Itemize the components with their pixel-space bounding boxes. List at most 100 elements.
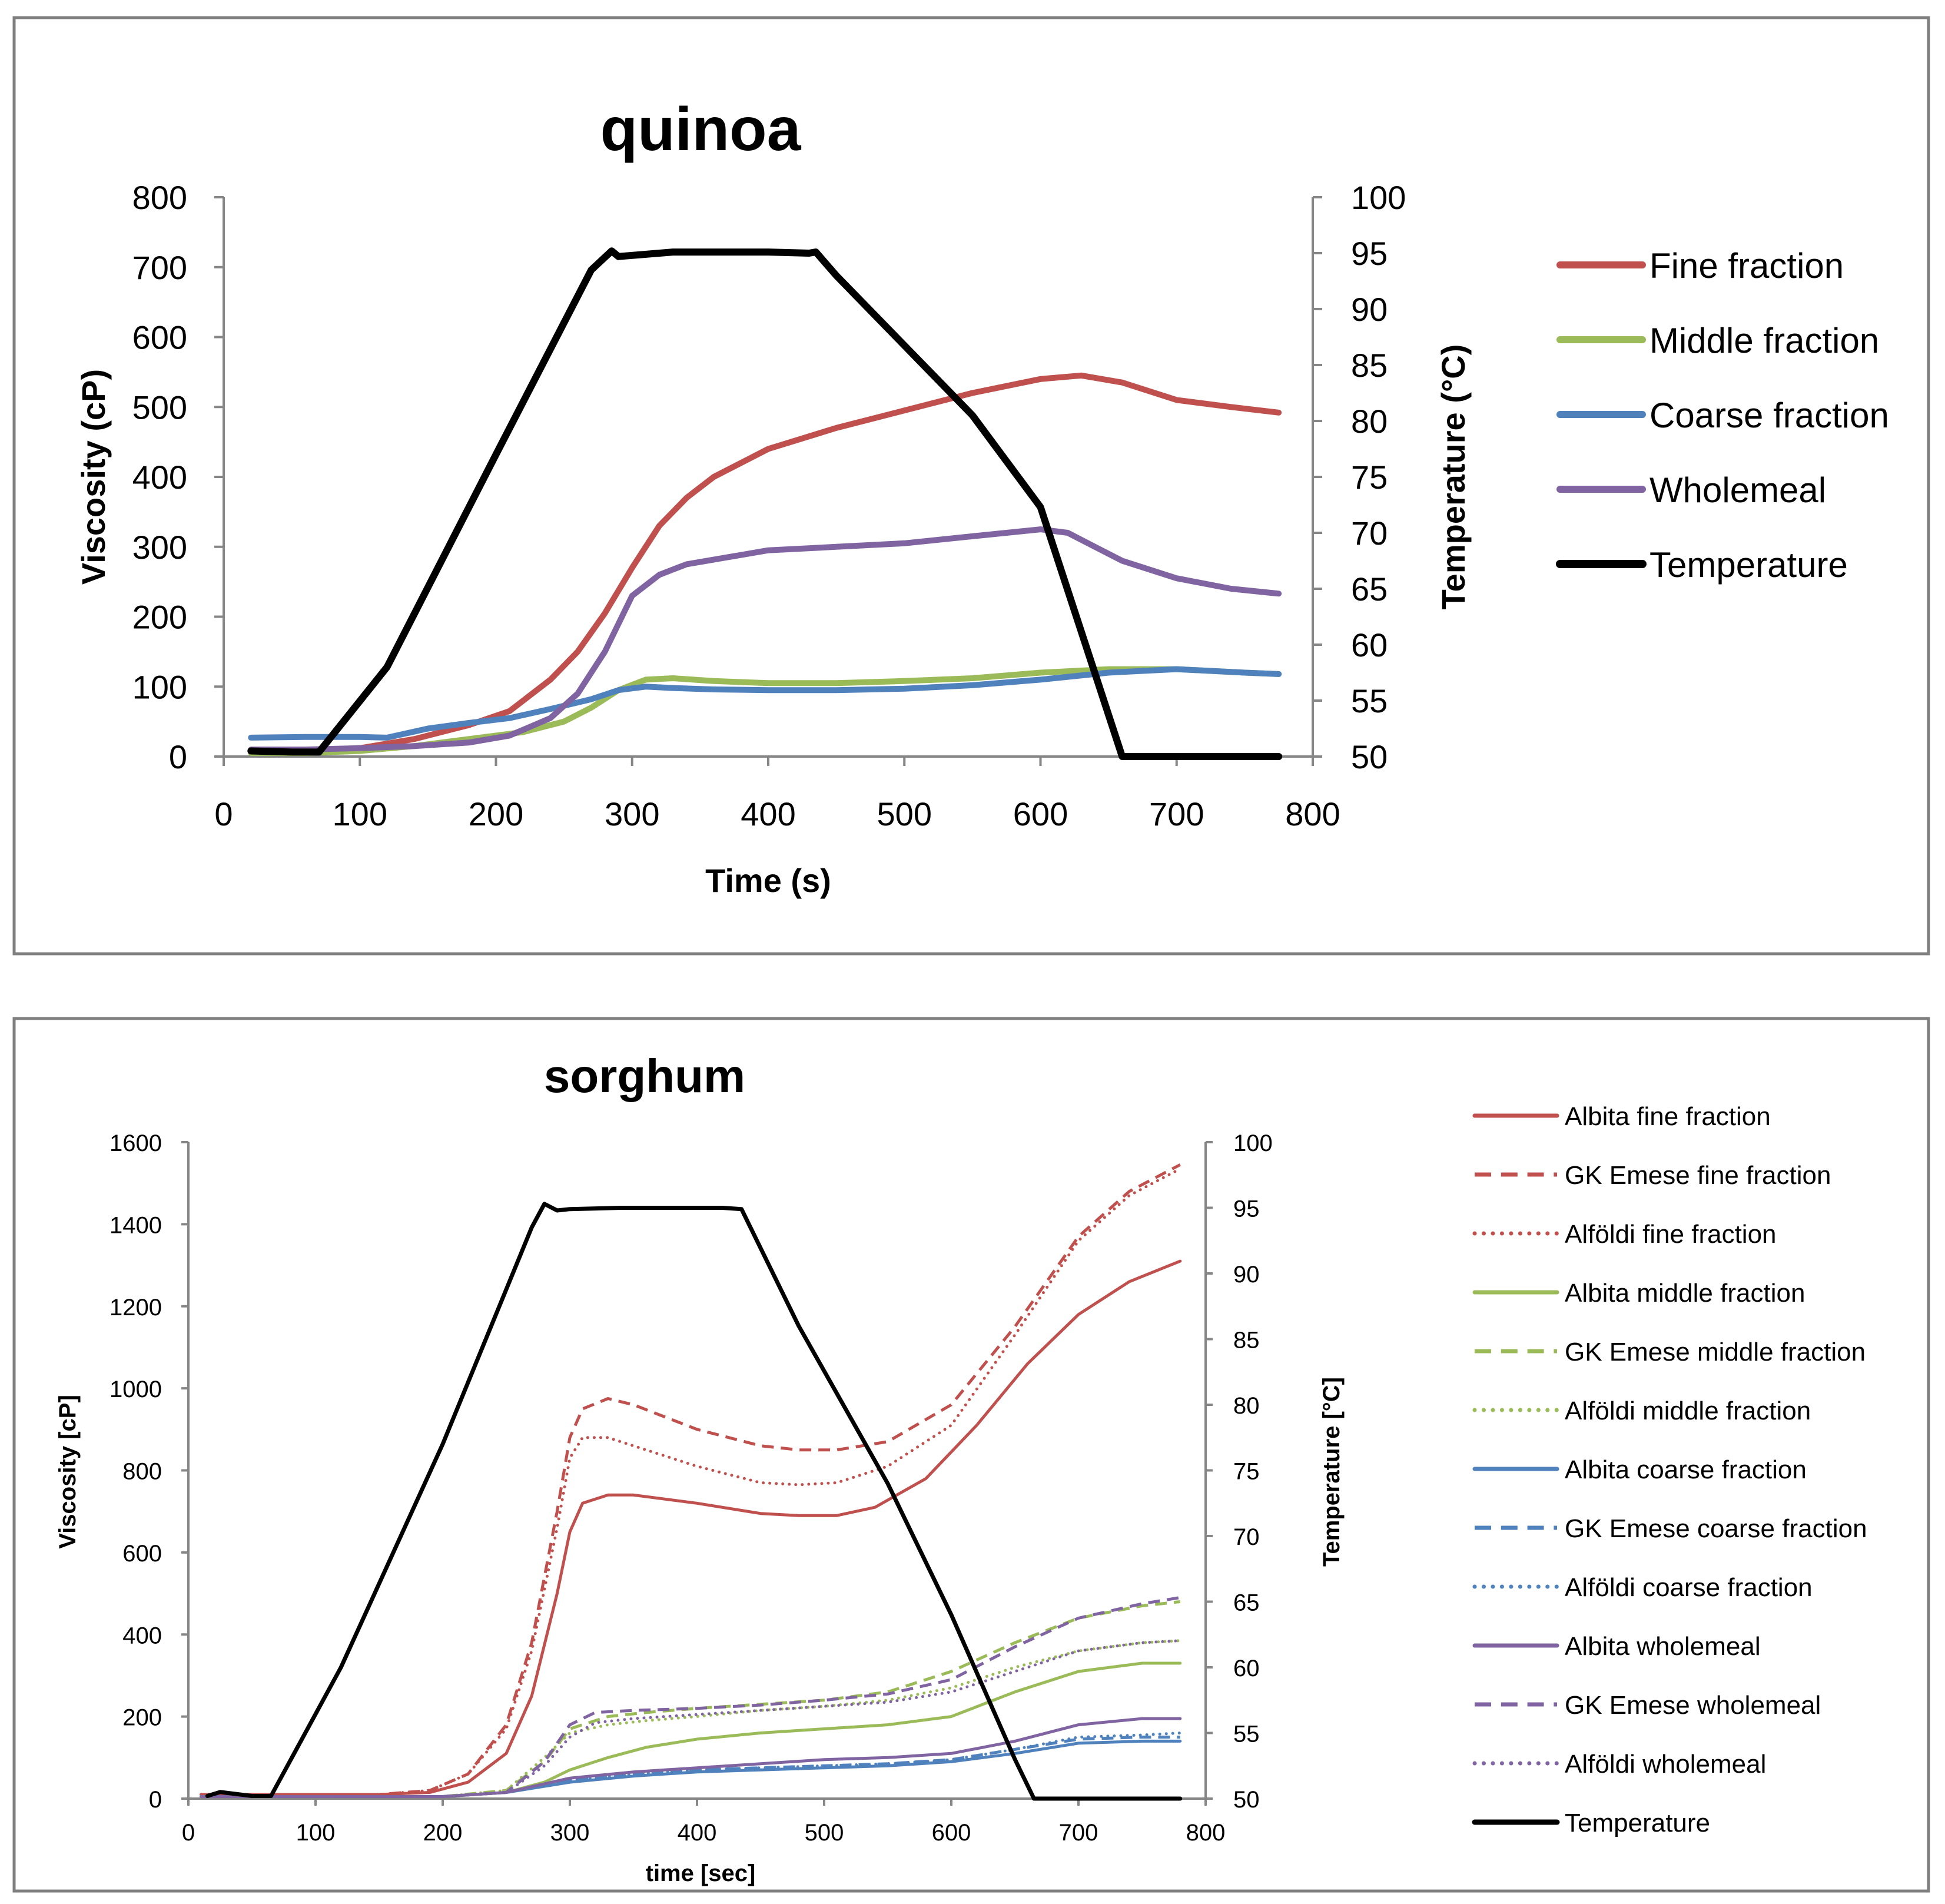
quinoa-y-axis-label: Viscosity (cP)	[75, 369, 112, 585]
sorghum-x-tick-label: 100	[296, 1820, 336, 1846]
sorghum-y2-tick-label: 60	[1233, 1656, 1260, 1681]
sorghum-legend-label-gk-emese-wholemeal: GK Emese wholemeal	[1565, 1691, 1821, 1720]
quinoa-series-temperature	[247, 247, 1283, 760]
sorghum-legend-label-albita-wholemeal: Albita wholemeal	[1565, 1632, 1761, 1661]
sorghum-x-tick-label: 400	[678, 1820, 717, 1846]
sorghum-series-gk-emese-fine-fraction	[201, 1163, 1181, 1796]
quinoa-y2-tick-label: 50	[1351, 738, 1388, 775]
sorghum-legend-label-gk-emese-fine-fraction: GK Emese fine fraction	[1565, 1161, 1831, 1190]
quinoa-y-tick-label: 800	[132, 179, 187, 216]
sorghum-series-temperature	[205, 1202, 1183, 1801]
quinoa-y-tick-label: 200	[132, 599, 187, 636]
sorghum-legend-label-alfoldi-middle-fraction: Alföldi middle fraction	[1565, 1397, 1811, 1425]
sorghum-chart: sorghum 0 100 200 300 400 500 600 700 800 0 200 400…	[12, 1017, 1930, 1893]
sorghum-y2-tick-label: 85	[1233, 1328, 1260, 1354]
quinoa-y2-tick-label: 70	[1351, 515, 1388, 552]
quinoa-y-tick-label: 400	[132, 459, 187, 496]
quinoa-y2-tick-label: 95	[1351, 235, 1388, 272]
sorghum-y2-tick-label: 55	[1233, 1721, 1260, 1747]
sorghum-x-tick-label: 200	[423, 1820, 463, 1846]
quinoa-y2-tick-label: 60	[1351, 626, 1388, 664]
quinoa-ticks: 0 100 200 300 400 500 600 700 800 0 100 200 300 400 50…	[132, 179, 1406, 832]
quinoa-series-wholemeal	[248, 526, 1282, 753]
sorghum-series-albita-wholemeal	[200, 1717, 1182, 1798]
sorghum-legend-label-albita-coarse-fraction: Albita coarse fraction	[1565, 1455, 1807, 1484]
sorghum-chart-title: sorghum	[544, 1050, 745, 1102]
sorghum-y2-tick-label: 90	[1233, 1262, 1260, 1288]
quinoa-x-tick-label: 0	[214, 795, 233, 832]
quinoa-x-tick-label: 400	[741, 795, 795, 832]
sorghum-x-tick-label: 0	[182, 1820, 195, 1846]
sorghum-x-axis-label: time [sec]	[646, 1860, 756, 1886]
quinoa-x-tick-label: 600	[1013, 795, 1068, 832]
sorghum-y-tick-label: 400	[122, 1623, 162, 1648]
sorghum-legend-label-temperature: Temperature	[1565, 1809, 1710, 1837]
quinoa-y-tick-label: 600	[132, 319, 187, 356]
sorghum-series-albita-fine-fraction	[200, 1259, 1182, 1796]
sorghum-series-alfoldi-fine-fraction	[200, 1167, 1182, 1796]
sorghum-x-tick-label: 700	[1059, 1820, 1098, 1846]
sorghum-x-tick-label: 300	[550, 1820, 590, 1846]
quinoa-x-axis-label: Time (s)	[705, 862, 831, 899]
quinoa-y-tick-label: 500	[132, 389, 187, 426]
quinoa-x-tick-label: 100	[333, 795, 387, 832]
quinoa-x-tick-label: 500	[877, 795, 932, 832]
sorghum-series-alfoldi-coarse-fraction	[200, 1731, 1182, 1798]
sorghum-legend-label-alfoldi-coarse-fraction: Alföldi coarse fraction	[1565, 1573, 1813, 1602]
quinoa-y2-tick-label: 55	[1351, 682, 1388, 719]
quinoa-x-tick-label: 800	[1285, 795, 1340, 832]
sorghum-y2-tick-label: 50	[1233, 1787, 1260, 1813]
quinoa-y2-axis-label: Temperature (°C)	[1435, 344, 1472, 610]
quinoa-legend-label-coarse-fraction: Coarse fraction	[1649, 396, 1889, 435]
sorghum-y-tick-label: 1400	[109, 1212, 162, 1238]
sorghum-y2-tick-label: 80	[1233, 1393, 1260, 1419]
sorghum-y-tick-label: 800	[122, 1459, 162, 1485]
quinoa-legend-label-wholemeal: Wholemeal	[1649, 470, 1826, 510]
quinoa-y2-tick-label: 80	[1351, 403, 1388, 440]
quinoa-y-tick-label: 100	[132, 668, 187, 705]
quinoa-y2-tick-label: 100	[1351, 179, 1406, 216]
quinoa-x-tick-label: 700	[1149, 795, 1204, 832]
sorghum-y-tick-label: 1000	[109, 1376, 162, 1402]
quinoa-legend-label-fine-fraction: Fine fraction	[1649, 246, 1844, 286]
sorghum-series-gk-emese-wholemeal	[201, 1596, 1181, 1798]
quinoa-y2-tick-label: 75	[1351, 459, 1388, 496]
sorghum-legend: Albita fine fraction GK Emese fine fracti…	[1472, 1102, 1867, 1837]
sorghum-x-tick-label: 600	[932, 1820, 971, 1846]
sorghum-legend-label-alfoldi-fine-fraction: Alföldi fine fraction	[1565, 1220, 1777, 1249]
sorghum-series-alfoldi-middle-fraction	[200, 1639, 1182, 1798]
sorghum-y2-tick-label: 70	[1233, 1524, 1260, 1550]
quinoa-y-tick-label: 0	[169, 738, 187, 775]
quinoa-y2-tick-label: 90	[1351, 291, 1388, 328]
sorghum-chart-frame	[12, 1017, 1930, 1893]
quinoa-chart-title: quinoa	[600, 95, 802, 164]
sorghum-y2-tick-label: 100	[1233, 1130, 1273, 1156]
sorghum-x-tick-label: 800	[1186, 1820, 1226, 1846]
quinoa-legend: Fine fraction Middle fraction Coarse fract…	[1556, 246, 1889, 585]
sorghum-legend-label-albita-middle-fraction: Albita middle fraction	[1565, 1279, 1805, 1308]
quinoa-y2-tick-label: 85	[1351, 347, 1388, 384]
sorghum-series	[200, 1163, 1183, 1801]
quinoa-chart: quinoa 0 100 200 300 400 500 600 700 800 0 100 200 3…	[12, 16, 1930, 956]
sorghum-y-axis-label: Viscosity [cP]	[55, 1395, 81, 1549]
sorghum-y-tick-label: 200	[122, 1705, 162, 1731]
sorghum-legend-label-gk-emese-middle-fraction: GK Emese middle fraction	[1565, 1338, 1866, 1366]
quinoa-series-coarse-fraction	[248, 666, 1282, 741]
quinoa-y-tick-label: 300	[132, 529, 187, 566]
sorghum-y2-tick-label: 75	[1233, 1459, 1260, 1485]
sorghum-y-tick-label: 1200	[109, 1295, 162, 1321]
quinoa-x-tick-label: 300	[605, 795, 659, 832]
sorghum-series-alfoldi-wholemeal	[200, 1639, 1182, 1798]
quinoa-x-tick-label: 200	[469, 795, 523, 832]
quinoa-y-tick-label: 700	[132, 249, 187, 286]
sorghum-y2-tick-label: 65	[1233, 1590, 1260, 1616]
sorghum-y2-tick-label: 95	[1233, 1196, 1260, 1222]
sorghum-x-tick-label: 500	[805, 1820, 844, 1846]
sorghum-ticks: 0 100 200 300 400 500 600 700 800 0 200 400 600 800 10…	[109, 1130, 1273, 1846]
quinoa-y2-tick-label: 65	[1351, 570, 1388, 608]
quinoa-series	[247, 247, 1283, 760]
sorghum-legend-label-gk-emese-coarse-fraction: GK Emese coarse fraction	[1565, 1514, 1867, 1543]
sorghum-y-tick-label: 1600	[109, 1130, 162, 1156]
sorghum-y-tick-label: 600	[122, 1541, 162, 1567]
